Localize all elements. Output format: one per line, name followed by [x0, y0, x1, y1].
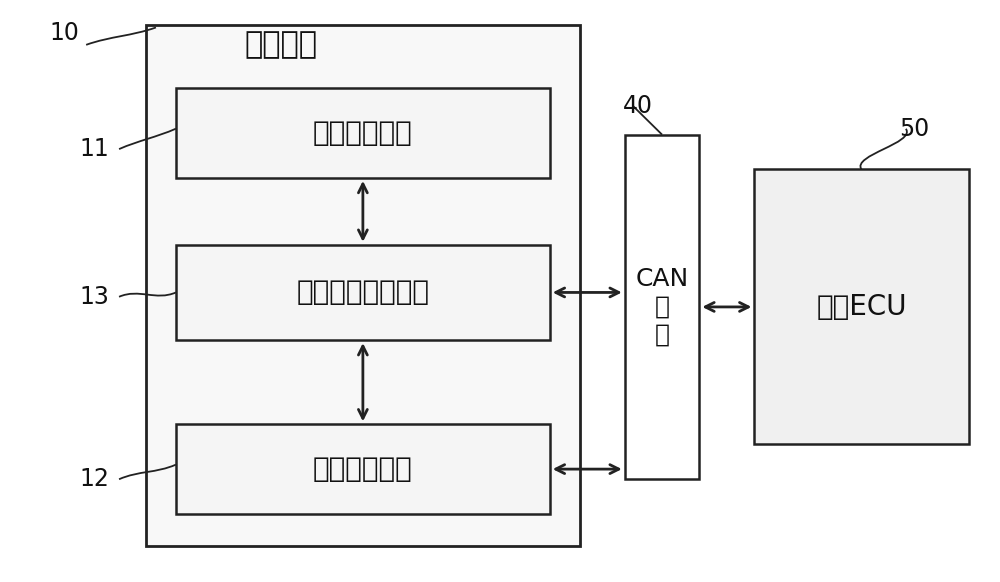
Text: 协议数据转换单元: 协议数据转换单元 [296, 278, 429, 307]
Text: CAN
总
线: CAN 总 线 [635, 267, 689, 347]
Text: 无线通信单元: 无线通信单元 [313, 119, 413, 147]
Text: 13: 13 [79, 285, 109, 309]
Text: 12: 12 [79, 467, 109, 491]
Text: 车载终端: 车载终端 [244, 30, 317, 59]
Bar [176, 424, 550, 514]
Text: 50: 50 [899, 117, 929, 141]
Text: 11: 11 [79, 137, 109, 161]
Text: 10: 10 [49, 22, 79, 45]
Bar [176, 88, 550, 178]
Bar [176, 244, 550, 340]
Bar [625, 134, 699, 479]
Text: 参数配置单元: 参数配置单元 [313, 455, 413, 483]
Bar [146, 24, 580, 546]
Bar [754, 169, 969, 445]
Text: 车辆ECU: 车辆ECU [816, 293, 907, 321]
Text: 40: 40 [623, 94, 653, 118]
